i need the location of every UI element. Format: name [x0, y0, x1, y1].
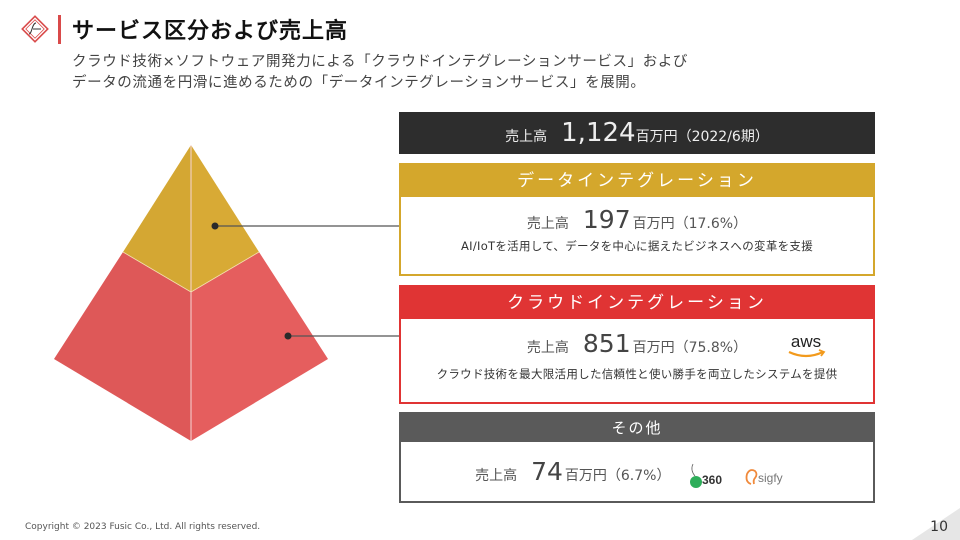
- 360-logo: 360: [690, 464, 722, 488]
- segment-description: クラウド技術を最大限活用した信頼性と使い勝手を両立したシステムを提供: [401, 366, 873, 382]
- pyramid-diagram: [0, 0, 400, 460]
- segment-title: その他: [401, 414, 873, 442]
- segment-sales: 売上高 197 百万円（17.6%）: [401, 205, 873, 234]
- aws-logo: aws: [781, 331, 831, 361]
- copyright: Copyright © 2023 Fusic Co., Ltd. All rig…: [25, 522, 260, 532]
- segment-cloud-integration: クラウドインテグレーション 売上高 851 百万円（75.8%） aws クラウド技…: [399, 285, 875, 404]
- sales-unit: 百万円（6.7%）: [565, 468, 671, 484]
- total-sales-label: 売上高: [505, 129, 547, 145]
- 360-logo-text: 360: [702, 473, 722, 487]
- segment-title: クラウドインテグレーション: [401, 287, 873, 319]
- sales-value: 197: [583, 205, 631, 234]
- sales-unit: 百万円（17.6%）: [633, 216, 747, 232]
- connector-dot-data: [212, 223, 219, 230]
- sales-value: 851: [583, 329, 631, 358]
- sales-label: 売上高: [527, 340, 569, 356]
- sigfy-logo: sigfy: [746, 470, 782, 485]
- total-sales-banner: 売上高 1,124百万円（2022/6期）: [399, 112, 875, 154]
- sales-value: 74: [531, 457, 563, 486]
- segment-title: データインテグレーション: [401, 165, 873, 197]
- sigfy-logo-text: sigfy: [758, 471, 783, 485]
- total-sales-unit: 百万円（2022/6期）: [636, 129, 769, 145]
- segment-data-integration: データインテグレーション 売上高 197 百万円（17.6%） AI/IoTを活用し…: [399, 163, 875, 276]
- total-sales-value: 1,124: [561, 118, 635, 148]
- aws-logo-text: aws: [791, 332, 821, 351]
- product-logos: 360 sigfy: [687, 462, 799, 490]
- connector-dot-cloud: [285, 333, 292, 340]
- page-number: 10: [930, 519, 948, 535]
- sales-label: 売上高: [527, 216, 569, 232]
- segment-description: AI/IoTを活用して、データを中心に据えたビジネスへの変革を支援: [401, 238, 873, 254]
- segment-other: その他 売上高 74 百万円（6.7%） 360 sigfy: [399, 412, 875, 503]
- segment-sales: 売上高 74 百万円（6.7%） 360 sigfy: [401, 457, 873, 490]
- sales-unit: 百万円（75.8%）: [633, 340, 747, 356]
- sales-label: 売上高: [475, 468, 517, 484]
